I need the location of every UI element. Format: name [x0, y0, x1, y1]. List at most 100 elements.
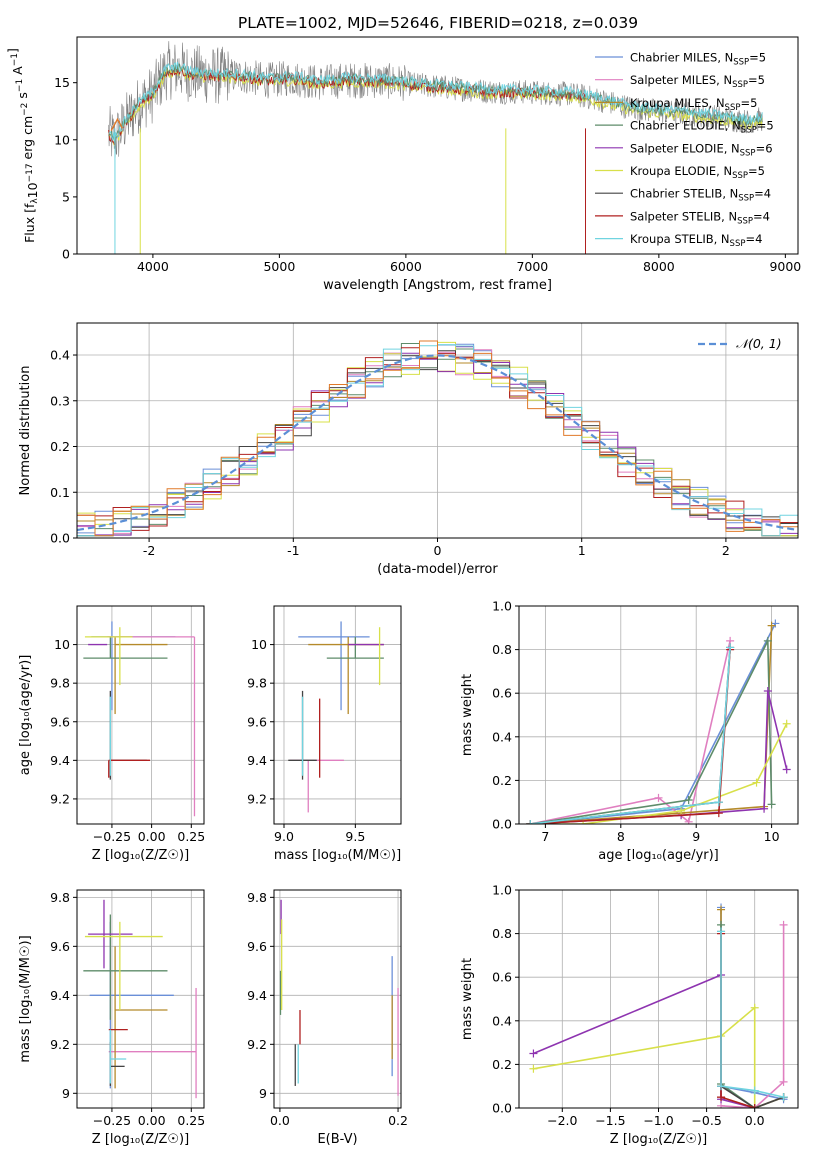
legend-name: Salpeter MILES, N	[630, 73, 732, 87]
edge-segment	[110, 117, 124, 131]
x-tick-label: 9	[692, 829, 700, 844]
x-tick-label: 7	[541, 829, 549, 844]
mass-weight-marker	[763, 687, 772, 696]
y-tick-label: 10	[54, 637, 70, 652]
y-axis-label-part: −17	[25, 163, 35, 182]
legend-suffix: =4	[754, 187, 771, 201]
legend-name: Kroupa MILES, N	[630, 96, 725, 110]
x-axis-label: Z [log₁₀(Z/Z☉)]	[92, 848, 189, 863]
y-tick-label: 0.0	[492, 817, 512, 832]
x-tick-label: −1.5	[595, 1113, 625, 1128]
y-tick-label: 0.6	[492, 686, 512, 701]
mass-weight-marker	[779, 1077, 788, 1086]
x-axis-label: Z [log₁₀(Z/Z☉)]	[92, 1132, 189, 1147]
mass-weight-marker	[529, 1049, 538, 1058]
y-axis-label: mass [log₁₀(M/M☉)]	[18, 935, 33, 1062]
y-tick-label: 9.8	[50, 676, 70, 691]
mass-weight-marker	[717, 1093, 726, 1102]
legend-name: Chabrier STELIB, N	[630, 187, 738, 201]
y-tick-label: 9.8	[247, 890, 267, 905]
y-axis-label-part: s	[15, 92, 30, 103]
y-tick-label: 9.6	[50, 939, 70, 954]
y-tick-label: 9.8	[247, 676, 267, 691]
plot-area	[288, 621, 384, 813]
y-tick-label: 0.0	[50, 531, 70, 546]
gaussian-legend-label: 𝒩(0, 1)	[736, 336, 782, 351]
y-axis-label-part: 10	[25, 182, 40, 198]
legend-suffix: =5	[748, 164, 765, 178]
y-tick-label: 9.4	[50, 988, 70, 1003]
legend-suffix: =5	[757, 119, 774, 133]
y-axis-label-part: λ	[30, 198, 40, 204]
mass-weight-line	[530, 640, 731, 824]
plot-area	[83, 899, 197, 1099]
x-tick-label: 5000	[263, 259, 295, 274]
x-tick-label: -2	[143, 543, 155, 558]
mass-weight-line	[720, 931, 784, 1108]
legend-label: Chabrier MILES, NSSP=5	[630, 51, 766, 68]
data-spectrum-line	[108, 41, 763, 158]
y-axis-label: mass weight	[460, 958, 475, 1040]
y-axis-label: age [log₁₀(age/yr)]	[18, 655, 33, 776]
y-tick-label: 9.2	[50, 1037, 70, 1052]
mass-weight-marker	[782, 719, 791, 728]
y-tick-label: 0.8	[492, 926, 512, 941]
x-tick-label: 0.25	[177, 1113, 205, 1128]
y-tick-label: 0.2	[492, 773, 512, 788]
spectrum-panel: 4000 5000 6000 7000 8000 9000 0 5 10 15 wavelength…	[5, 36, 801, 293]
x-tick-label: 7000	[516, 259, 548, 274]
y-tick-label: 0.4	[492, 1013, 512, 1028]
x-tick-label: 8000	[643, 259, 675, 274]
mass-weight-marker	[717, 1082, 726, 1091]
legend-sub: SSP	[733, 58, 749, 68]
y-tick-label: 0.6	[492, 970, 512, 985]
y-tick-label: 0.3	[50, 393, 70, 408]
y-tick-label: 1.0	[492, 599, 512, 614]
mass-weight-marker	[767, 621, 776, 630]
y-tick-label: 9.6	[247, 939, 267, 954]
y-tick-label: 0.1	[50, 485, 70, 500]
x-axis-label: (data-model)/error	[377, 562, 498, 577]
mass-weight-marker	[771, 619, 780, 628]
mass-weight-marker	[714, 798, 723, 807]
x-tick-label: 0.25	[177, 829, 205, 844]
y-tick-label: 9.4	[247, 753, 267, 768]
legend-name: Chabrier MILES, N	[630, 51, 733, 65]
x-tick-label: 0.2	[388, 1113, 408, 1128]
legend-label: Salpeter MILES, NSSP=5	[630, 73, 765, 90]
residuals-panel: -2 -1 0 1 2 0.0 0.1 0.2 0.3 0.4 (data-model)/error…	[18, 322, 799, 577]
x-tick-label: −0.25	[93, 829, 131, 844]
plot-area	[529, 903, 788, 1108]
y-tick-label: 9.4	[50, 753, 70, 768]
age-vs-mass-panel: 9.0 9.5 9.2 9.4 9.6 9.8 10 mass [log₁₀(M/M☉)]	[247, 605, 402, 863]
legend-sub: SSP	[740, 148, 756, 158]
plot-area	[77, 340, 798, 537]
legend-label: Salpeter ELODIE, NSSP=6	[630, 141, 773, 158]
y-tick-label: 0.0	[492, 1101, 512, 1116]
y-tick-label: 9.6	[247, 714, 267, 729]
y-tick-label: 9.8	[50, 890, 70, 905]
y-tick-label: 9.2	[247, 791, 267, 806]
plot-area	[279, 899, 399, 1096]
y-axis-label-part: ]	[5, 48, 20, 53]
y-tick-label: 15	[54, 75, 70, 90]
mass-weight-marker	[526, 820, 535, 824]
legend-name: Kroupa STELIB, N	[630, 232, 730, 246]
mass-weight-line	[720, 924, 785, 1108]
mass-weight-marker	[779, 920, 788, 929]
legend-suffix: =5	[740, 96, 757, 110]
mass-weight-marker	[750, 1003, 759, 1012]
x-axis-label: E(B-V)	[317, 1132, 357, 1147]
x-axis-label: Z [log₁₀(Z/Z☉)]	[610, 1132, 707, 1147]
mass-weight-marker	[726, 643, 735, 652]
weight-vs-metallicity-panel: −2.0 −1.5 −1.0 −0.5 0.0 0.0 0.2 0.4 0.6 0.8 1.0 Z […	[460, 883, 799, 1147]
x-tick-label: -1	[287, 543, 299, 558]
mass-weight-line	[530, 647, 731, 824]
mass-weight-marker	[684, 796, 693, 805]
axes-frame	[273, 889, 402, 1109]
mass-weight-marker	[750, 1104, 759, 1108]
legend-suffix: =5	[748, 73, 765, 87]
legend-sub: SSP	[725, 103, 741, 113]
legend-suffix: =5	[749, 51, 766, 65]
